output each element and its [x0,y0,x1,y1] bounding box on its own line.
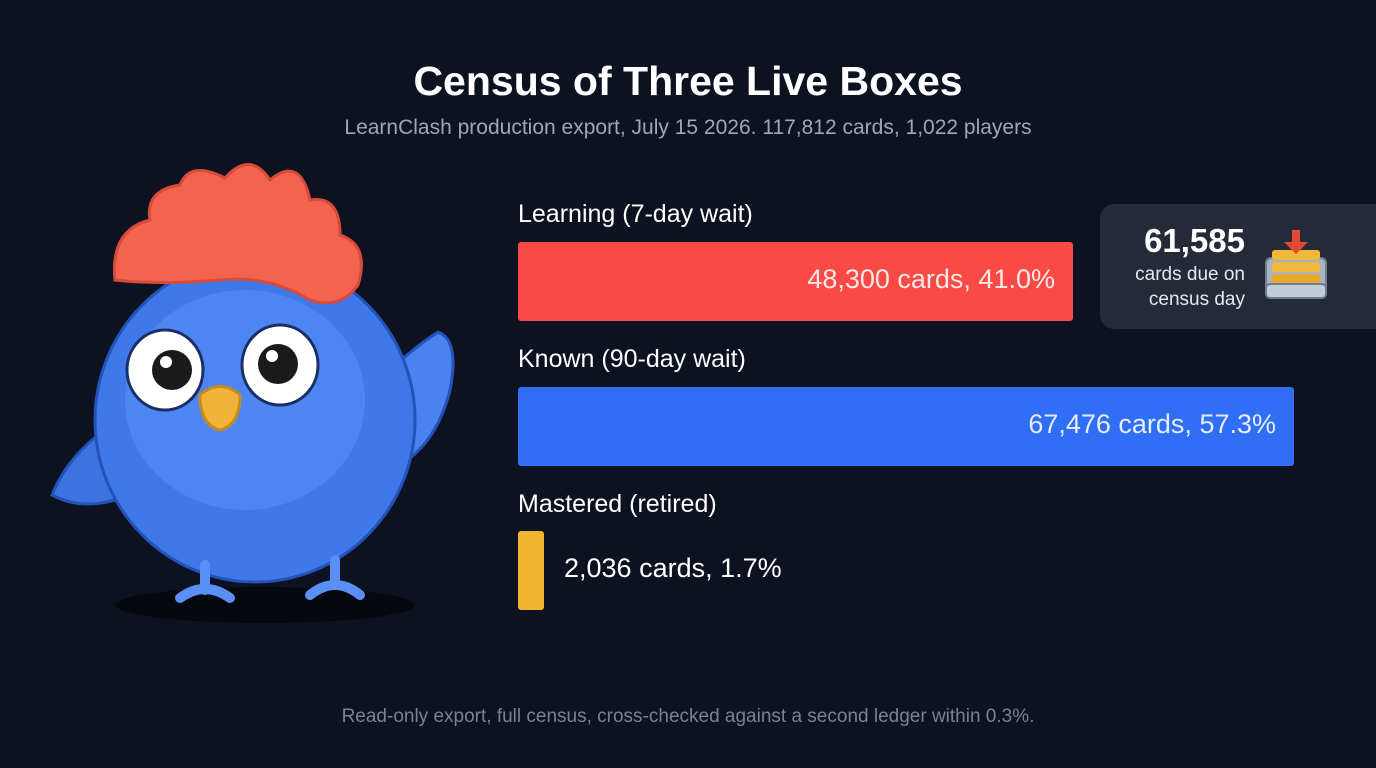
due-cards-caption: cards due on census day [1100,262,1245,312]
footer-note: Read-only export, full census, cross-che… [341,706,1035,727]
bar-label-known: Known (90-day wait) [518,345,746,373]
bar-value-learning: 48,300 cards, 41.0% [807,264,1055,294]
bar-value-known: 67,476 cards, 57.3% [1028,409,1276,439]
bar-learning [518,242,1073,321]
bar-value-mastered: 2,036 cards, 1.7% [564,553,782,583]
due-cards-caption-line1: cards due on [1135,264,1245,285]
bar-label-learning: Learning (7-day wait) [518,200,753,228]
chart-title: Census of Three Live Boxes [413,58,963,104]
bar-label-mastered: Mastered (retired) [518,490,717,518]
bar-known [518,387,1294,466]
chart-subtitle: LearnClash production export, July 15 20… [344,116,1032,139]
inbox-tray-icon [1265,230,1327,299]
bar-chart: Learning (7-day wait) 48,300 cards, 41.0… [500,190,1320,630]
blue-bird-mascot-icon [50,163,455,623]
due-cards-caption-line2: census day [1148,289,1245,310]
due-cards-callout: 61,585 cards due on census day [1100,204,1376,329]
bar-mastered [518,531,544,610]
due-cards-number: 61,585 [1144,222,1245,259]
